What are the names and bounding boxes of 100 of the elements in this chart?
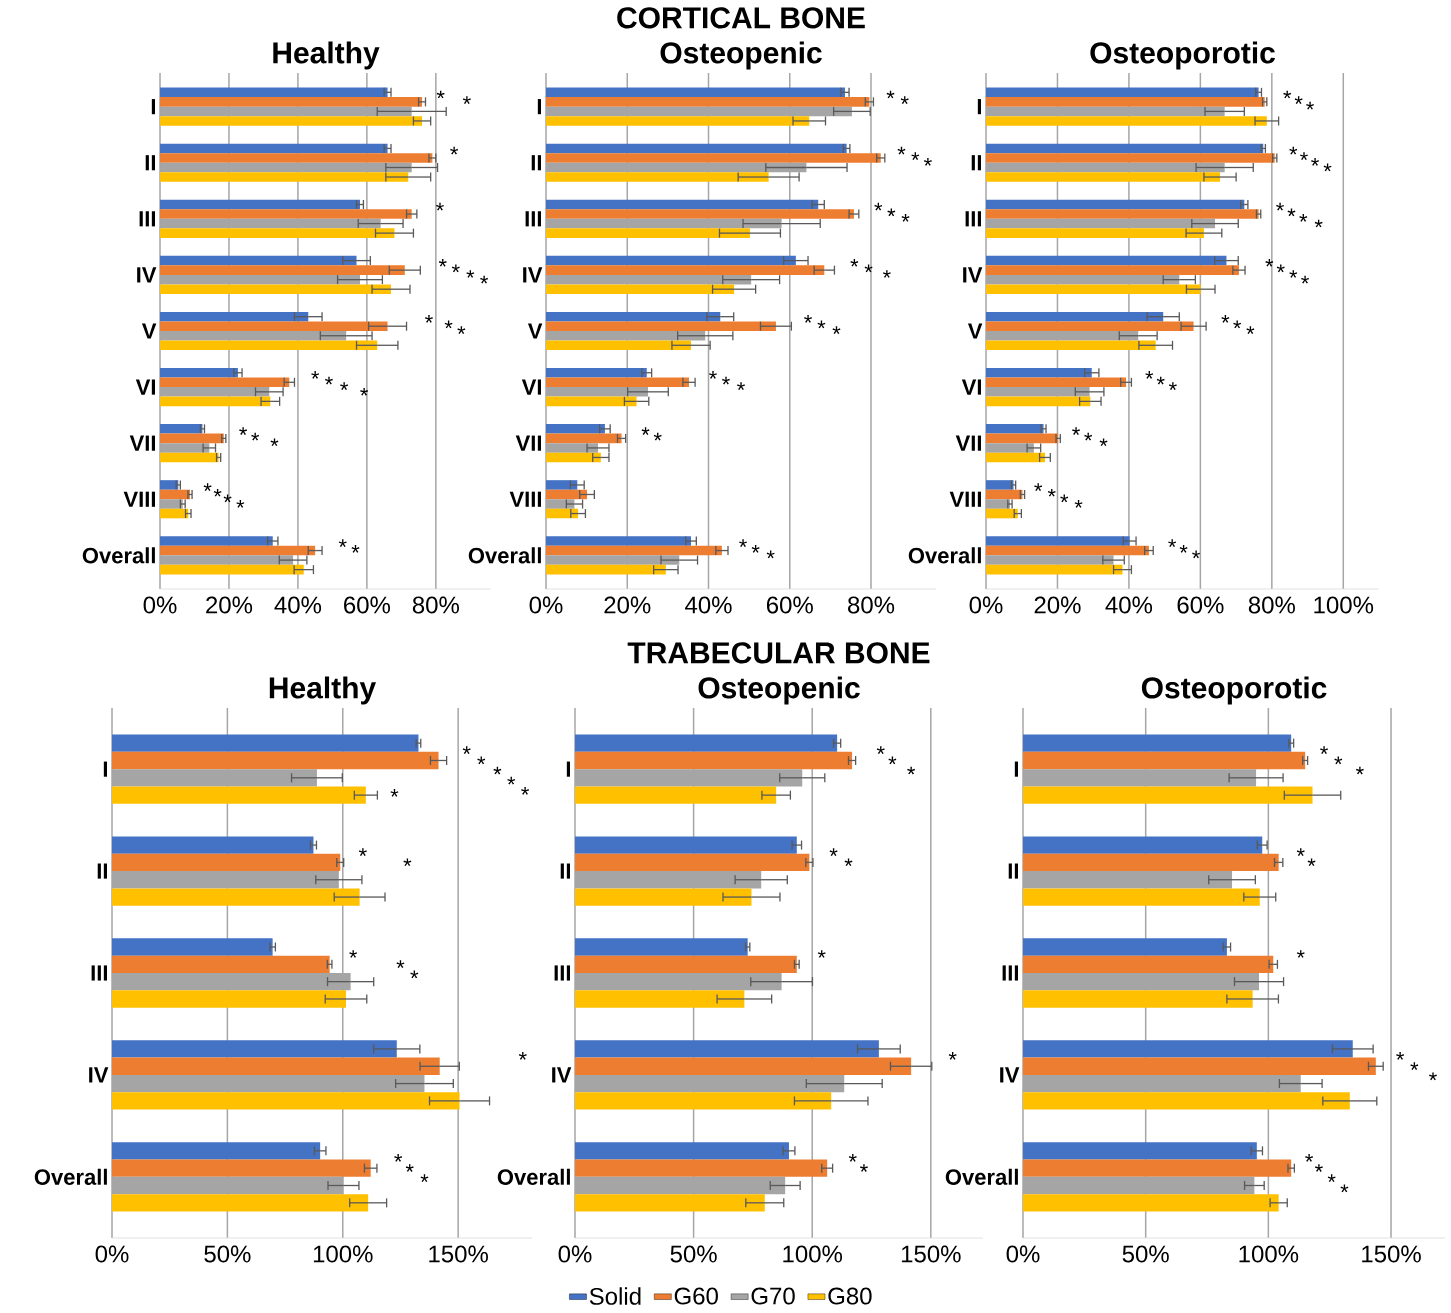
bar	[1023, 1142, 1257, 1160]
annotation: *	[1072, 427, 1080, 435]
annotation: *	[239, 427, 248, 435]
bar	[986, 489, 1023, 500]
text: TRABECULAR BONE	[627, 642, 930, 664]
y-tick-label: V	[527, 323, 543, 339]
annotation: *	[213, 488, 222, 497]
bar	[1023, 836, 1263, 854]
x-tick-label: 0%	[969, 596, 1003, 614]
bar	[160, 153, 433, 163]
annotation: *	[1299, 214, 1308, 222]
annotation: *	[1283, 90, 1292, 99]
annotation: *	[251, 432, 260, 441]
annotation: *	[462, 746, 471, 754]
annotation: *	[1287, 208, 1296, 217]
bar	[986, 153, 1275, 163]
bar	[546, 424, 605, 434]
x-tick-label: 0%	[558, 1245, 592, 1263]
bar	[1023, 955, 1274, 973]
bar	[160, 116, 423, 126]
text: CORTICAL BONE	[617, 7, 865, 29]
annotation: *	[653, 432, 662, 441]
annotation: *	[751, 544, 760, 553]
x-tick-label: 0%	[529, 596, 563, 614]
bar	[546, 396, 637, 407]
bar	[986, 433, 1059, 444]
x-tick-label: 60%	[766, 596, 813, 614]
bar	[1023, 1057, 1376, 1075]
annotation: *	[1168, 382, 1177, 391]
bar	[112, 751, 439, 770]
annotation: *	[832, 326, 841, 334]
bar	[112, 1142, 321, 1160]
bar	[575, 1194, 765, 1212]
annotation: *	[1306, 101, 1314, 110]
bar	[160, 480, 179, 490]
annotation: *	[1233, 320, 1242, 329]
bar	[575, 1159, 828, 1177]
annotation: *	[850, 258, 859, 267]
bar	[986, 284, 1201, 294]
x-tick-label: 100%	[1239, 1245, 1299, 1263]
annotation: *	[864, 264, 873, 273]
bar	[575, 786, 777, 804]
y-tick-label: VI	[135, 379, 155, 395]
x-tick-label: 100%	[783, 1245, 843, 1263]
annotation: *	[882, 270, 891, 278]
annotation: *	[844, 858, 853, 867]
annotation: *	[436, 90, 445, 99]
bar	[986, 564, 1123, 575]
annotation: *	[1289, 270, 1298, 278]
x-tick-label: 150%	[429, 1245, 488, 1263]
y-tick-label: IV	[1000, 1067, 1020, 1083]
annotation: *	[1314, 219, 1323, 228]
bar	[160, 340, 378, 351]
annotation: *	[270, 438, 279, 447]
annotation: *	[641, 427, 650, 435]
annotation: *	[1296, 950, 1305, 958]
y-tick-label: III	[91, 965, 108, 981]
y-tick-label: Overall	[497, 1168, 570, 1185]
y-tick-label: I	[1014, 761, 1019, 777]
bar	[112, 1057, 440, 1075]
annotation: *	[311, 371, 320, 379]
bar	[546, 452, 601, 463]
annotation: *	[1334, 756, 1343, 765]
x-tick-label: 50%	[1122, 1245, 1169, 1263]
bar	[546, 433, 622, 444]
bar	[546, 321, 776, 331]
bar	[160, 143, 388, 154]
bar	[986, 368, 1092, 378]
x-tick-label: 20%	[604, 596, 651, 614]
y-tick-label: II	[97, 863, 108, 879]
annotation: *	[236, 500, 245, 508]
y-tick-label: VIII	[123, 491, 156, 507]
annotation: *	[444, 320, 453, 329]
annotation: *	[477, 756, 486, 765]
x-tick-label: 100%	[1314, 596, 1374, 614]
bar	[160, 199, 360, 210]
x-tick-label: 0%	[95, 1245, 129, 1263]
annotation: *	[1074, 500, 1083, 508]
bar	[1023, 1194, 1279, 1212]
annotation: *	[722, 376, 730, 385]
annotation: *	[466, 270, 475, 278]
bar	[986, 396, 1091, 407]
chart-title: Healthy	[273, 41, 380, 70]
annotation: *	[425, 315, 433, 323]
annotation: *	[223, 494, 232, 503]
bar	[160, 172, 409, 182]
bar	[546, 284, 735, 294]
annotation: *	[901, 214, 910, 222]
annotation: *	[436, 202, 444, 211]
x-tick-label: 40%	[685, 596, 732, 614]
annotation: *	[1323, 163, 1332, 172]
bar	[160, 545, 316, 556]
x-tick-label: 150%	[901, 1245, 961, 1263]
bar	[160, 255, 357, 266]
annotation: *	[1311, 157, 1319, 166]
annotation: *	[403, 858, 412, 867]
bar	[546, 97, 870, 107]
bar	[546, 368, 647, 378]
bar	[160, 311, 309, 322]
chart-title: Osteopenic	[698, 676, 860, 705]
